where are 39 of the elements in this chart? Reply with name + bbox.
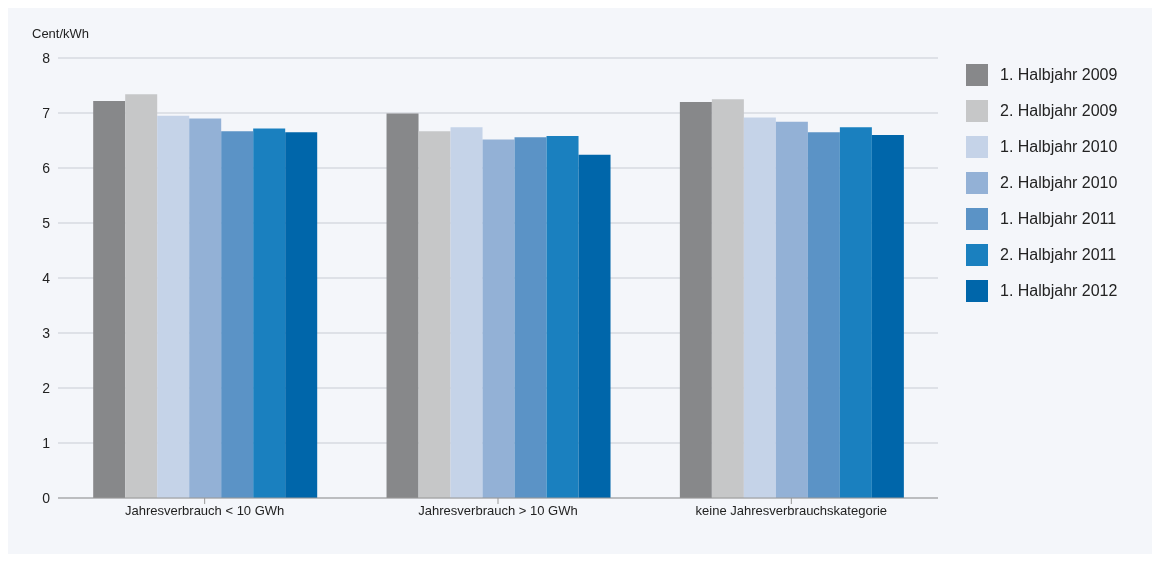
bar [157, 115, 190, 498]
legend-label: 1. Halbjahr 2010 [1000, 138, 1118, 156]
y-tick-label: 3 [42, 324, 51, 341]
x-tick-label: Jahresverbrauch > 10 GWh [418, 503, 578, 519]
x-tick-label: keine Jahresverbrauchskategorie [695, 503, 888, 519]
y-tick-label: 8 [42, 49, 51, 66]
legend-label: 1. Halbjahr 2009 [1000, 66, 1118, 84]
bar [418, 131, 451, 498]
y-tick-label: 7 [42, 104, 51, 121]
bar [482, 139, 515, 498]
bar [285, 132, 318, 498]
legend-label: 2. Halbjahr 2011 [1000, 246, 1117, 264]
legend-label: 2. Halbjahr 2010 [1000, 174, 1118, 192]
bar [93, 100, 126, 498]
bar [679, 102, 712, 498]
legend-label: 1. Halbjahr 2012 [1000, 282, 1118, 300]
bar [189, 118, 222, 498]
bar [743, 117, 776, 498]
y-tick-label: 0 [42, 489, 51, 506]
bar [578, 154, 611, 498]
bar [253, 128, 286, 498]
bar [514, 137, 547, 498]
y-tick-label: 4 [42, 269, 51, 286]
y-tick-label: 1 [42, 434, 51, 451]
x-tick-label: Jahresverbrauch < 10 GWh [125, 503, 285, 519]
bar [871, 135, 904, 498]
y-tick-label: 2 [42, 379, 51, 396]
y-tick-label: 5 [42, 214, 51, 231]
legend-label: 2. Halbjahr 2009 [1000, 102, 1118, 120]
bar [386, 113, 419, 498]
bar [839, 127, 872, 498]
legend-label: 1. Halbjahr 2011 [1000, 210, 1117, 228]
bar [450, 127, 483, 498]
bar [807, 132, 840, 498]
bar [221, 131, 254, 498]
y-axis-title: Cent/kWh [32, 26, 90, 41]
y-tick-label: 6 [42, 159, 51, 176]
bar [775, 121, 808, 498]
bar [546, 136, 579, 498]
